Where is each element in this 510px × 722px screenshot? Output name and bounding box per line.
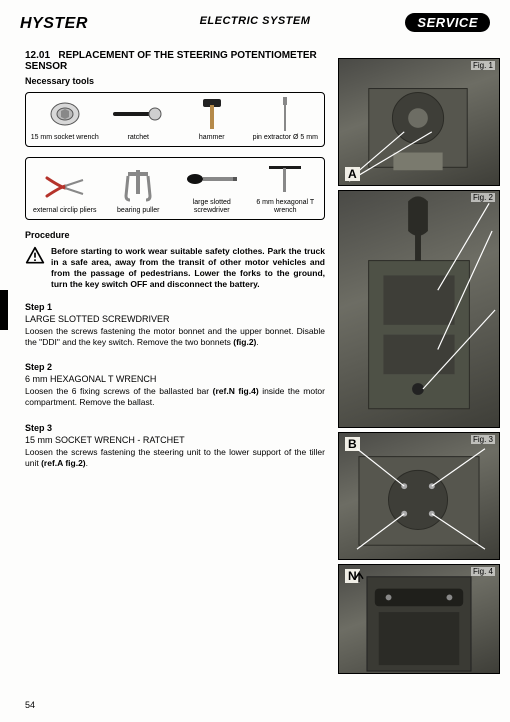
step-body: Loosen the 6 fixing screws of the ballas… [25, 386, 325, 408]
step-heading: Step 2 [25, 362, 325, 372]
tool-label: hammer [199, 134, 225, 141]
tools-box-2: external circlip pliers bearing puller [25, 157, 325, 220]
step-3: Step 3 15 mm SOCKET WRENCH - RATCHET Loo… [25, 423, 325, 469]
tool-label: 15 mm socket wrench [31, 134, 99, 141]
side-tab [0, 290, 8, 330]
tool-label: external circlip pliers [33, 207, 96, 214]
tool-hammer: hammer [175, 97, 249, 142]
tool-label: 6 mm hexagonal T wrench [256, 199, 314, 214]
tool-label: ratchet [128, 134, 149, 141]
tool-circlip-pliers: external circlip pliers [28, 170, 102, 215]
tool-label: large slotted screwdriver [193, 199, 231, 214]
section-number: 12.01 [25, 50, 50, 61]
step-2: Step 2 6 mm HEXAGONAL T WRENCH Loosen th… [25, 362, 325, 408]
service-badge: SERVICE [405, 13, 490, 32]
step-heading: Step 3 [25, 423, 325, 433]
tool-hex-t-wrench: 6 mm hexagonal T wrench [249, 162, 323, 215]
page-number: 54 [25, 700, 35, 710]
tool-label: pin extractor Ø 5 mm [253, 134, 318, 141]
step-tool: LARGE SLOTTED SCREWDRIVER [25, 314, 325, 324]
figure-4: Fig. 4 N [338, 564, 500, 674]
tools-heading: Necessary tools [25, 76, 325, 86]
warning-text: Before starting to work wear suitable sa… [51, 246, 325, 290]
tool-label: bearing puller [117, 207, 159, 214]
tool-pin-extractor: pin extractor Ø 5 mm [249, 97, 323, 142]
section-title: REPLACEMENT OF THE STEERING POTENTIOMETE… [25, 50, 317, 72]
warning-icon [25, 246, 45, 290]
tool-bearing-puller: bearing puller [102, 170, 176, 215]
fig-ref-a: A [345, 167, 360, 181]
step-body: Loosen the screws fastening the motor bo… [25, 326, 325, 348]
figures-column: Fig. 1 A Fig. 2 Fig. 3 B [338, 58, 500, 678]
figure-1: Fig. 1 A [338, 58, 500, 186]
procedure-heading: Procedure [25, 230, 325, 240]
tool-socket-wrench: 15 mm socket wrench [28, 97, 102, 142]
figure-2: Fig. 2 [338, 190, 500, 428]
step-body: Loosen the screws fastening the steering… [25, 447, 325, 469]
step-tool: 6 mm HEXAGONAL T WRENCH [25, 374, 325, 384]
step-tool: 15 mm SOCKET WRENCH - RATCHET [25, 435, 325, 445]
tools-box-1: 15 mm socket wrench ratchet [25, 92, 325, 147]
figure-3: Fig. 3 B [338, 432, 500, 560]
tool-ratchet: ratchet [102, 97, 176, 142]
safety-warning: Before starting to work wear suitable sa… [25, 246, 325, 290]
step-1: Step 1 LARGE SLOTTED SCREWDRIVER Loosen … [25, 302, 325, 348]
step-heading: Step 1 [25, 302, 325, 312]
section-heading: 12.01 REPLACEMENT OF THE STEERING POTENT… [25, 50, 325, 72]
tool-slotted-screwdriver: large slotted screwdriver [175, 162, 249, 215]
